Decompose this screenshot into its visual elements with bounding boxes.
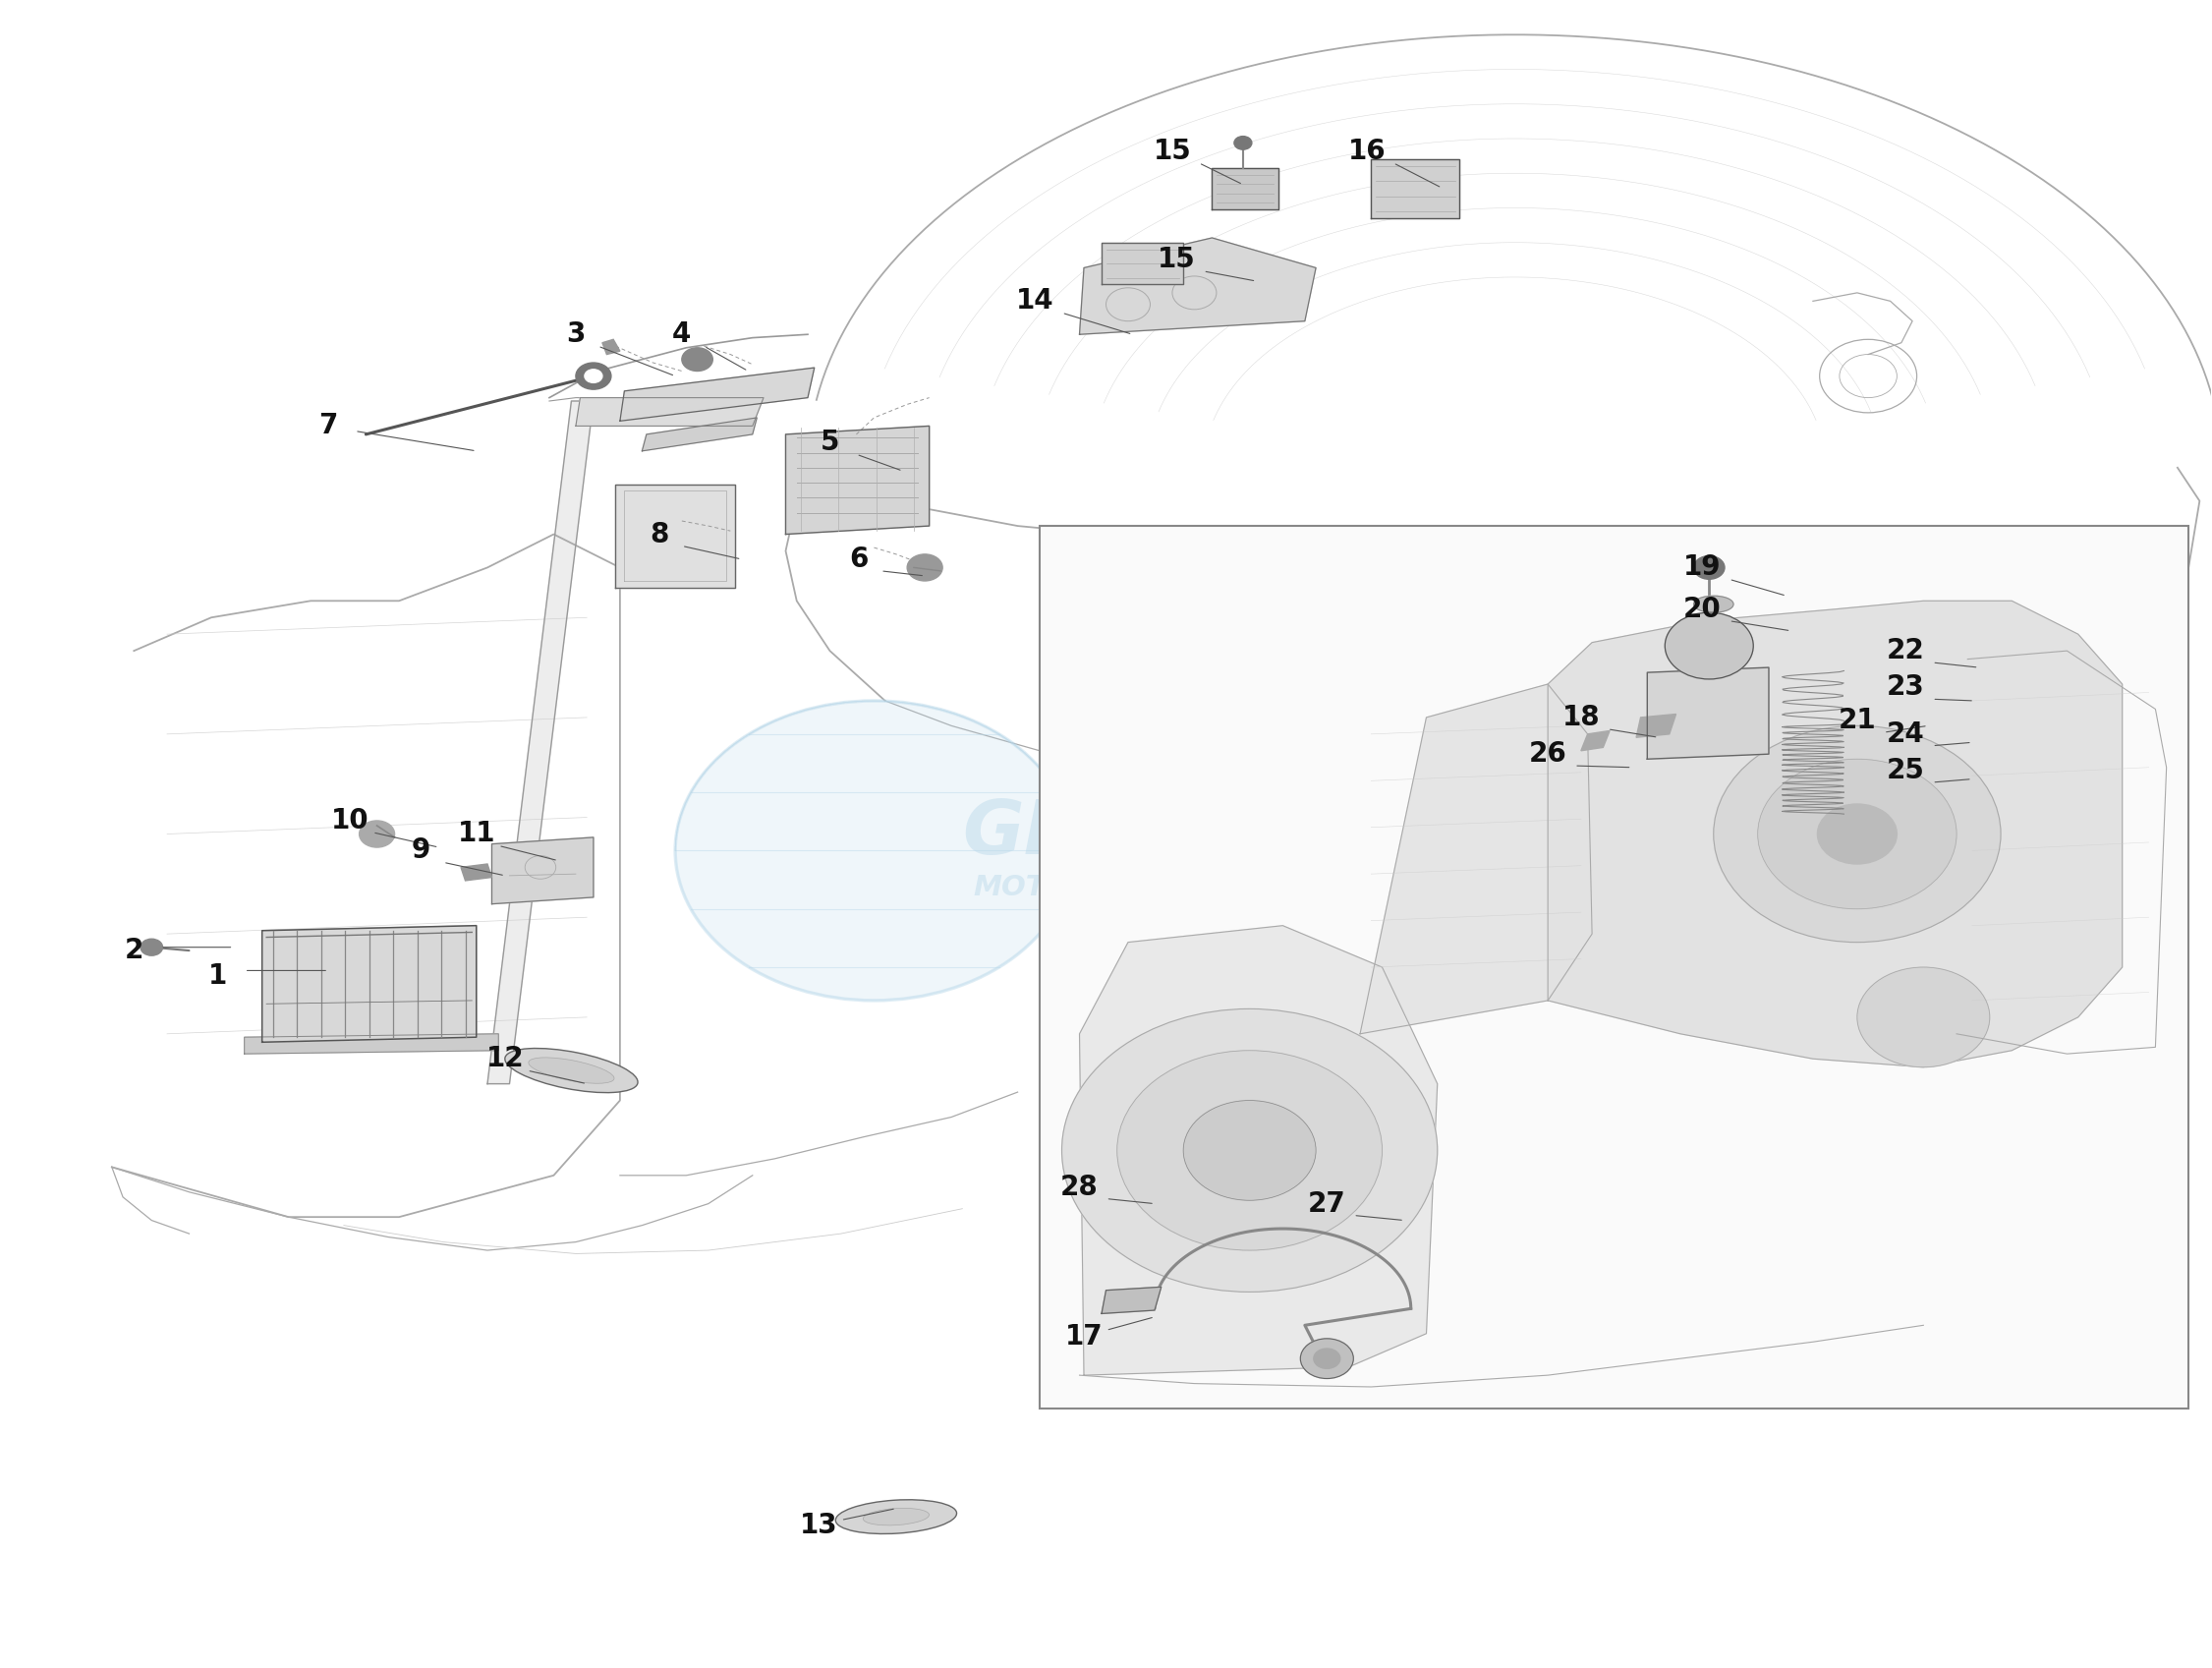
- Text: GEM: GEM: [962, 797, 1150, 871]
- Text: 21: 21: [1838, 707, 1876, 734]
- Text: 13: 13: [801, 1511, 838, 1540]
- Text: 2: 2: [124, 937, 144, 964]
- Circle shape: [1759, 759, 1958, 909]
- Text: 7: 7: [319, 412, 338, 440]
- Text: 3: 3: [566, 320, 586, 349]
- Ellipse shape: [836, 1500, 956, 1535]
- Polygon shape: [487, 400, 593, 1084]
- Ellipse shape: [504, 1048, 637, 1093]
- Text: 12: 12: [487, 1046, 524, 1073]
- Ellipse shape: [863, 1508, 929, 1525]
- Circle shape: [675, 701, 1073, 1001]
- Polygon shape: [575, 397, 763, 425]
- Circle shape: [1301, 1339, 1354, 1378]
- Circle shape: [1694, 555, 1725, 579]
- Circle shape: [681, 347, 712, 370]
- Circle shape: [1666, 612, 1754, 679]
- Polygon shape: [1212, 168, 1279, 210]
- Circle shape: [1818, 804, 1898, 864]
- Ellipse shape: [529, 1058, 615, 1084]
- Polygon shape: [1079, 239, 1316, 334]
- Polygon shape: [619, 367, 814, 420]
- Text: 14: 14: [1015, 287, 1055, 315]
- Polygon shape: [491, 837, 593, 904]
- Polygon shape: [1371, 160, 1460, 219]
- Text: 22: 22: [1887, 637, 1924, 664]
- Text: 4: 4: [672, 320, 692, 349]
- Text: 19: 19: [1683, 554, 1721, 582]
- Circle shape: [1714, 726, 2002, 942]
- Text: 17: 17: [1064, 1323, 1104, 1351]
- Polygon shape: [261, 926, 476, 1042]
- Polygon shape: [1079, 926, 1438, 1374]
- Text: 11: 11: [458, 821, 495, 847]
- Text: 1: 1: [208, 962, 228, 989]
- Polygon shape: [641, 417, 757, 450]
- Polygon shape: [1102, 244, 1183, 285]
- Polygon shape: [1102, 1288, 1161, 1314]
- Text: 28: 28: [1060, 1173, 1099, 1201]
- Polygon shape: [1582, 731, 1610, 751]
- Text: 15: 15: [1157, 245, 1197, 274]
- Circle shape: [142, 939, 164, 956]
- Text: 27: 27: [1307, 1189, 1345, 1218]
- Circle shape: [1858, 967, 1991, 1068]
- Polygon shape: [1648, 667, 1770, 759]
- Polygon shape: [1548, 600, 2121, 1068]
- Circle shape: [1117, 1051, 1382, 1251]
- Text: 8: 8: [650, 520, 670, 549]
- Circle shape: [575, 362, 611, 389]
- Text: 24: 24: [1887, 721, 1924, 747]
- Text: 6: 6: [849, 545, 867, 574]
- Polygon shape: [785, 425, 929, 534]
- Polygon shape: [615, 484, 734, 587]
- Text: 25: 25: [1887, 757, 1924, 784]
- Circle shape: [907, 554, 942, 580]
- Circle shape: [584, 369, 602, 382]
- Circle shape: [358, 821, 394, 847]
- Text: 16: 16: [1347, 137, 1385, 165]
- Text: 23: 23: [1887, 674, 1924, 701]
- Text: 5: 5: [821, 429, 838, 457]
- Polygon shape: [602, 339, 619, 354]
- Bar: [1040, 525, 2188, 1408]
- Circle shape: [1234, 137, 1252, 150]
- Circle shape: [1183, 1101, 1316, 1201]
- Circle shape: [1314, 1348, 1340, 1368]
- Text: 18: 18: [1562, 704, 1599, 731]
- Text: 15: 15: [1152, 137, 1192, 165]
- Ellipse shape: [1694, 595, 1734, 612]
- Polygon shape: [460, 864, 491, 881]
- Text: 20: 20: [1683, 595, 1721, 622]
- Polygon shape: [243, 1034, 498, 1054]
- Text: 9: 9: [411, 837, 431, 864]
- Text: 26: 26: [1528, 741, 1566, 767]
- Circle shape: [1062, 1009, 1438, 1293]
- Text: MOTORPARTS: MOTORPARTS: [973, 874, 1194, 901]
- Polygon shape: [1637, 714, 1677, 737]
- Polygon shape: [1360, 684, 1593, 1034]
- Text: 10: 10: [332, 807, 369, 834]
